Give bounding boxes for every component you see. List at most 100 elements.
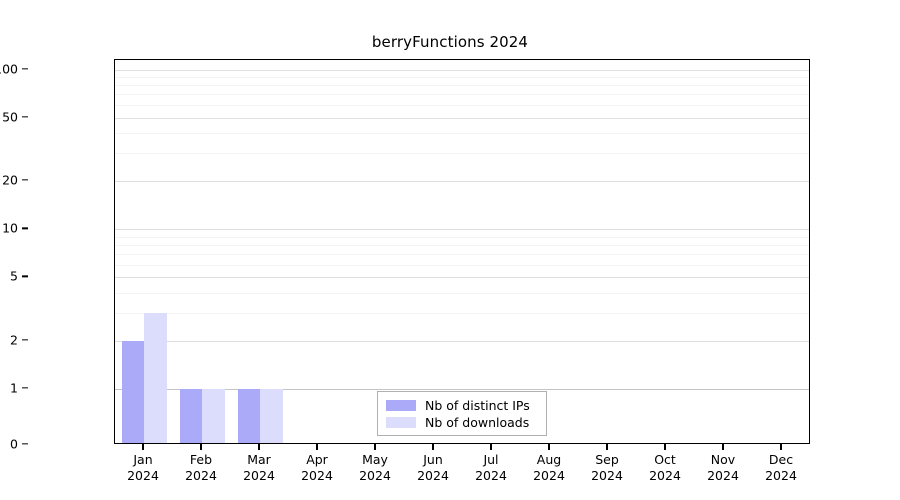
x-tick-month: Jan (133, 452, 153, 467)
legend-swatch-distinct-ips (386, 400, 416, 411)
x-tick-mark-jan (142, 444, 144, 450)
x-tick-month: May (362, 452, 388, 467)
bar-feb-downloads (202, 389, 225, 443)
x-tick-year: 2024 (707, 468, 739, 483)
gridline-minor-90 (115, 76, 809, 78)
x-tick-label-oct: Oct 2024 (649, 452, 681, 484)
x-tick-month: Aug (536, 452, 562, 467)
x-tick-year: 2024 (127, 468, 159, 483)
x-tick-mark-jun (432, 444, 434, 450)
x-tick-year: 2024 (301, 468, 333, 483)
x-tick-month: Nov (710, 452, 736, 467)
x-tick-mark-aug (548, 444, 550, 450)
y-tick-label-10: 10 (2, 220, 18, 236)
y-tick-label-50: 50 (2, 109, 18, 125)
x-tick-mark-sep (606, 444, 608, 450)
x-tick-mark-jul (490, 444, 492, 450)
gridline-major-5 (115, 277, 809, 279)
gridline-major-2 (115, 340, 809, 342)
x-tick-month: Dec (768, 452, 794, 467)
y-tick-mark-20 (22, 179, 28, 181)
gridline-major-20 (115, 181, 809, 183)
legend-label-downloads: Nb of downloads (425, 415, 530, 430)
x-tick-month: Jul (483, 452, 499, 467)
x-tick-label-sep: Sep 2024 (591, 452, 623, 484)
x-tick-year: 2024 (417, 468, 449, 483)
gridline-minor-60 (115, 104, 809, 106)
x-tick-month: Mar (247, 452, 271, 467)
x-tick-label-apr: Apr 2024 (301, 452, 333, 484)
x-tick-label-mar: Mar 2024 (243, 452, 275, 484)
x-tick-month: Feb (189, 452, 213, 467)
x-tick-label-feb: Feb 2024 (185, 452, 217, 484)
x-tick-year: 2024 (765, 468, 797, 483)
x-tick-year: 2024 (591, 468, 623, 483)
x-tick-month: Sep (595, 452, 619, 467)
x-tick-label-nov: Nov 2024 (707, 452, 739, 484)
x-tick-label-jan: Jan 2024 (127, 452, 159, 484)
gridline-minor-6 (115, 264, 809, 266)
y-tick-label-2: 2 (10, 332, 18, 348)
x-tick-label-jul: Jul 2024 (475, 452, 507, 484)
bar-jan-distinct-ips (121, 340, 144, 443)
x-tick-year: 2024 (649, 468, 681, 483)
legend-item-distinct-ips: Nb of distinct IPs (386, 397, 538, 414)
bar-jan-downloads (144, 312, 167, 443)
x-tick-month: Oct (654, 452, 676, 467)
x-tick-label-jun: Jun 2024 (417, 452, 449, 484)
y-tick-mark-100 (22, 67, 28, 70)
legend-label-distinct-ips: Nb of distinct IPs (425, 398, 530, 413)
x-tick-month: Apr (306, 452, 328, 467)
gridline-minor-4 (115, 292, 809, 294)
x-tick-year: 2024 (185, 468, 217, 483)
x-tick-year: 2024 (475, 468, 507, 483)
y-tick-mark-0 (22, 443, 28, 445)
x-tick-label-dec: Dec 2024 (765, 452, 797, 484)
y-tick-label-0: 0 (10, 436, 18, 452)
legend-swatch-downloads (386, 417, 416, 428)
y-tick-mark-1 (22, 387, 28, 389)
y-tick-mark-50 (22, 115, 28, 118)
x-tick-mark-apr (316, 444, 318, 450)
plot-area (114, 59, 810, 444)
y-tick-label-1: 1 (10, 380, 18, 396)
x-axis: Jan 2024 Feb 2024 Mar 2024 Apr 2024 May 2024 Jun 20… (0, 444, 900, 500)
gridline-minor-80 (115, 85, 809, 86)
x-tick-mark-dec (780, 444, 782, 450)
x-tick-label-aug: Aug 2024 (533, 452, 565, 484)
gridline-minor-70 (115, 94, 809, 96)
legend-item-downloads: Nb of downloads (386, 414, 538, 431)
y-tick-mark-10 (22, 227, 28, 229)
y-tick-label-100: 100 (0, 61, 18, 76)
gridline-major-50 (115, 117, 809, 119)
x-tick-mark-oct (664, 444, 666, 450)
bar-mar-downloads (260, 389, 283, 443)
gridline-minor-7 (115, 254, 809, 255)
y-tick-mark-2 (22, 339, 28, 341)
gridline-minor-9 (115, 236, 809, 238)
bar-mar-distinct-ips (237, 389, 260, 443)
chart-legend: Nb of distinct IPs Nb of downloads (377, 391, 547, 436)
gridline-minor-3 (115, 312, 809, 314)
gridline-major-1 (115, 389, 809, 390)
x-tick-month: Jun (423, 452, 443, 467)
gridline-minor-40 (115, 133, 809, 135)
x-tick-year: 2024 (533, 468, 565, 483)
y-tick-label-20: 20 (2, 172, 18, 188)
y-tick-label-5: 5 (10, 268, 18, 284)
gridline-minor-8 (115, 244, 809, 246)
x-tick-label-may: May 2024 (359, 452, 391, 484)
chart-title: berryFunctions 2024 (371, 33, 529, 51)
x-tick-mark-feb (200, 444, 202, 450)
x-tick-year: 2024 (243, 468, 275, 483)
gridline-major-100 (115, 69, 809, 71)
x-tick-year: 2024 (359, 468, 391, 483)
x-tick-mark-nov (722, 444, 724, 450)
y-tick-mark-5 (22, 275, 28, 277)
x-tick-mark-mar (258, 444, 260, 450)
x-tick-mark-may (374, 444, 376, 450)
gridline-major-10 (115, 229, 809, 231)
gridline-minor-30 (115, 153, 809, 154)
bar-feb-distinct-ips (179, 389, 202, 443)
